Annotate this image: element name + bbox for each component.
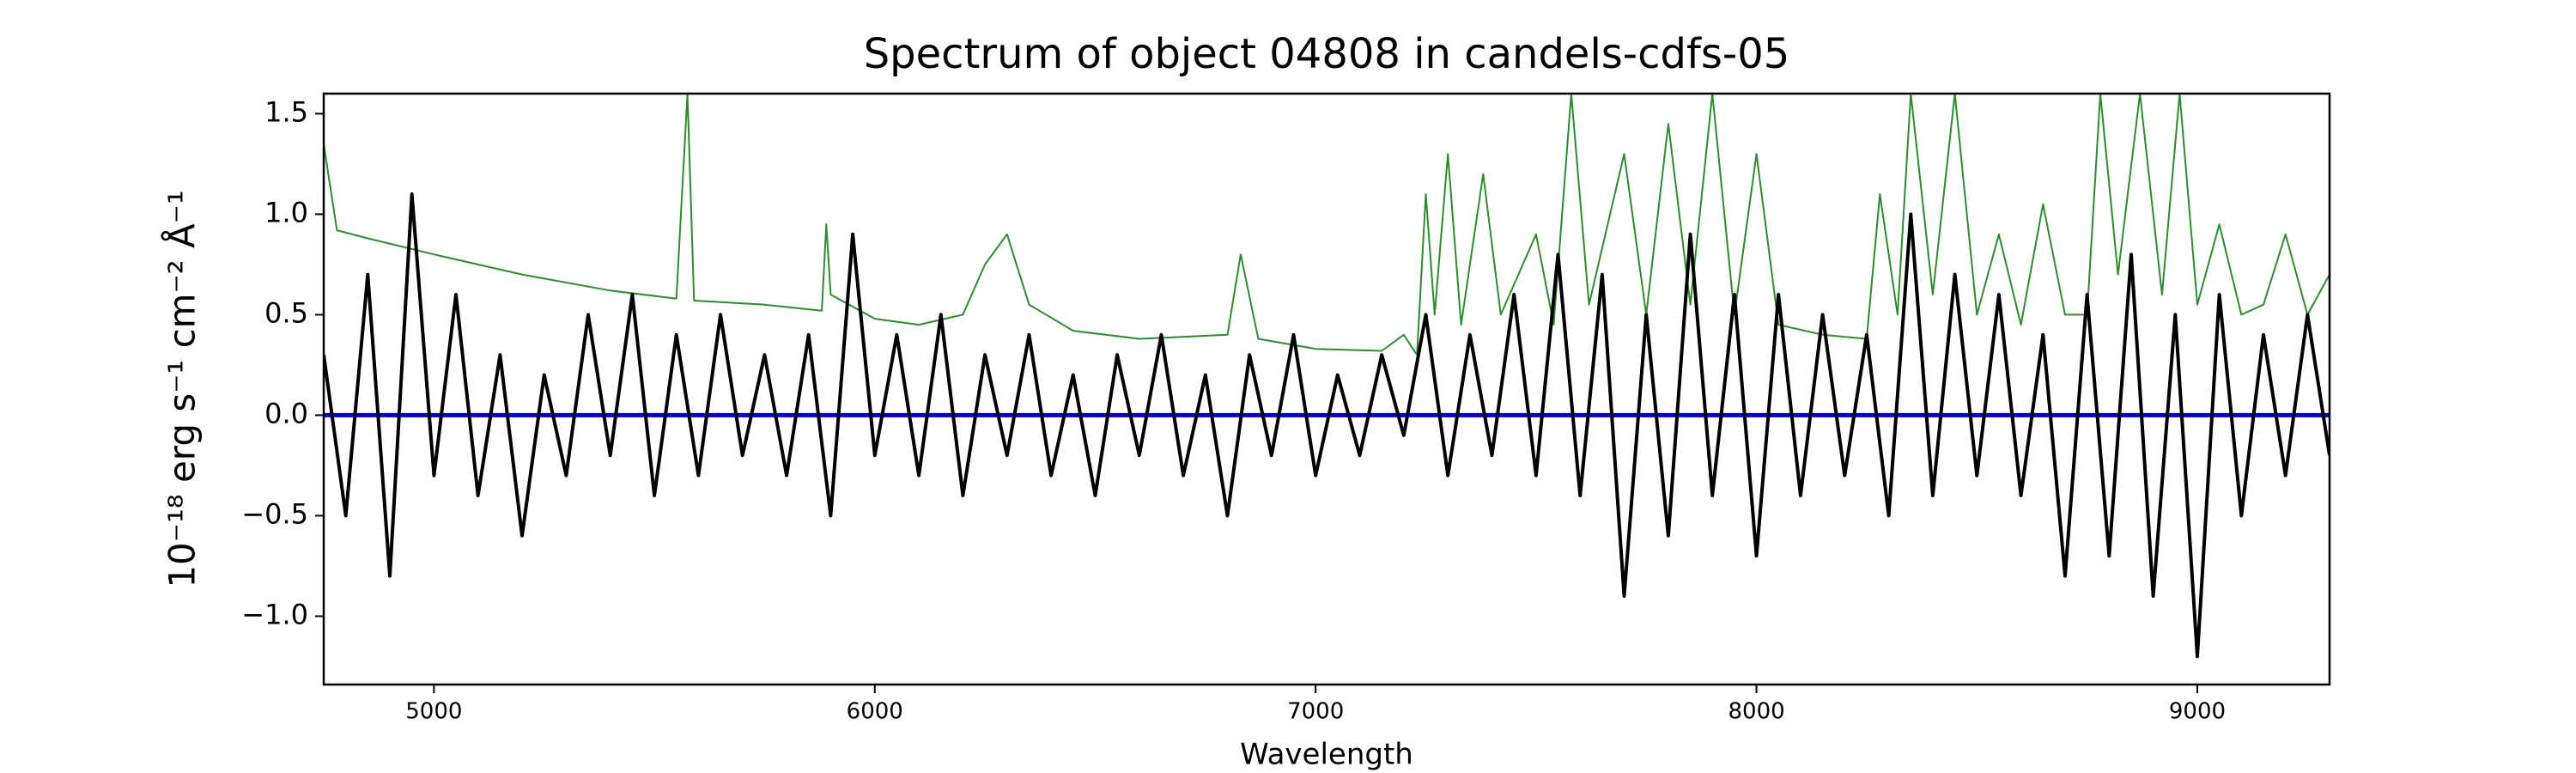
spectrum-line <box>324 94 2330 356</box>
y-axis-label: 10⁻¹⁸ erg s⁻¹ cm⁻² Å⁻¹ <box>161 190 204 587</box>
spectrum-line <box>324 192 2330 659</box>
y-tick-label: 0.0 <box>264 397 308 429</box>
x-tick-label: 5000 <box>405 699 462 725</box>
x-tick-label: 8000 <box>1728 699 1784 725</box>
plot-area <box>324 94 2330 659</box>
y-tick-label: 0.5 <box>264 296 308 329</box>
chart-title: Spectrum of object 04808 in candels-cdfs… <box>864 30 1790 78</box>
y-tick-label: −0.5 <box>241 497 308 530</box>
x-tick-label: 7000 <box>1287 699 1344 725</box>
x-axis-label: Wavelength <box>1240 738 1413 772</box>
x-tick-label: 6000 <box>847 699 903 725</box>
y-tick-label: 1.5 <box>264 95 308 128</box>
axes-frame <box>322 92 2331 686</box>
y-tick-label: −1.0 <box>241 598 308 630</box>
x-tick-label: 9000 <box>2169 699 2226 725</box>
y-tick-label: 1.0 <box>264 196 308 228</box>
